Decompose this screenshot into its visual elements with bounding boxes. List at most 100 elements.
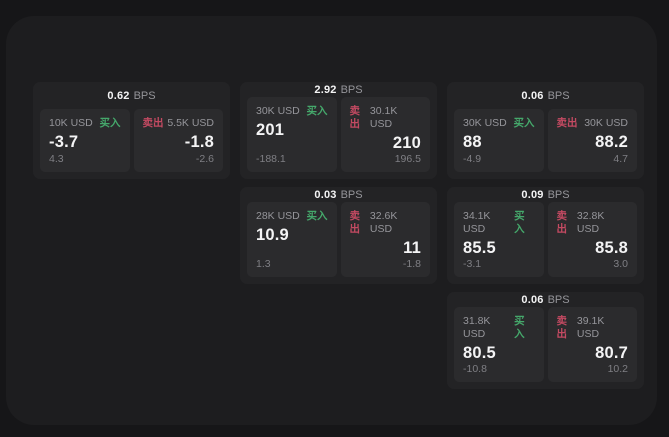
buy-price: 201 — [256, 121, 285, 139]
buy-amount: 34.1K USD — [463, 210, 491, 235]
card-body: 31.8K USD 买入 80.5 -10.8 卖出 39.1K USD 80.… — [454, 307, 637, 382]
sell-amount: 32.6K USD — [369, 210, 398, 235]
sell-side-badge: 卖出 — [556, 315, 568, 340]
sell-amount: 30.1K USD — [369, 105, 398, 130]
sell-side-badge: 卖出 — [349, 210, 361, 235]
sell-price: 210 — [392, 134, 421, 152]
sell-amount: 32.8K USD — [576, 210, 605, 235]
sell-side-badge: 卖出 — [556, 210, 568, 235]
buy-tile-header: 30K USD 买入 — [463, 117, 535, 130]
sell-delta: 4.7 — [613, 153, 628, 165]
sell-price: 80.7 — [595, 344, 628, 362]
buy-price: 10.9 — [256, 226, 289, 244]
quote-card: 2.92 BPS 30K USD 买入 201 -188.1 卖出 30.1K … — [240, 82, 437, 179]
quote-card-grid: 0.62 BPS 10K USD 买入 -3.7 4.3 卖出 5.5K USD… — [33, 82, 644, 389]
quote-card: 0.03 BPS 28K USD 买入 10.9 1.3 卖出 32.6K US… — [240, 187, 437, 284]
sell-tile[interactable]: 卖出 39.1K USD 80.7 10.2 — [547, 307, 637, 382]
sell-side-badge: 卖出 — [349, 105, 361, 130]
buy-amount: 30K USD — [463, 117, 507, 129]
sell-tile-header: 卖出 5.5K USD — [143, 117, 215, 130]
sell-tile-header: 卖出 30K USD — [557, 117, 629, 130]
buy-side-badge: 买入 — [306, 210, 328, 222]
sell-price: 85.8 — [595, 239, 628, 257]
sell-delta: -2.6 — [195, 153, 214, 165]
card-body: 30K USD 买入 201 -188.1 卖出 30.1K USD 210 1… — [247, 97, 430, 172]
buy-delta: 1.3 — [256, 258, 271, 270]
bps-unit-label: BPS — [547, 89, 570, 102]
buy-price: 85.5 — [463, 239, 496, 257]
buy-tile-header: 28K USD 买入 — [256, 210, 328, 223]
card-body: 30K USD 买入 88 -4.9 卖出 30K USD 88.2 4.7 — [454, 109, 637, 172]
buy-tile-header: 31.8K USD 买入 — [463, 315, 535, 341]
bps-spread-value: 0.03 — [314, 188, 337, 201]
quote-card: 0.09 BPS 34.1K USD 买入 85.5 -3.1 卖出 32.8K… — [447, 187, 644, 284]
sell-price: -1.8 — [184, 133, 214, 151]
buy-side-badge: 买入 — [306, 105, 328, 117]
bps-spread-value: 0.06 — [521, 89, 544, 102]
quote-card: 0.06 BPS 30K USD 买入 88 -4.9 卖出 30K USD 8… — [447, 82, 644, 179]
card-body: 10K USD 买入 -3.7 4.3 卖出 5.5K USD -1.8 -2.… — [40, 109, 223, 172]
buy-tile[interactable]: 28K USD 买入 10.9 1.3 — [247, 202, 337, 277]
buy-tile-header: 30K USD 买入 — [256, 105, 328, 118]
buy-delta: -4.9 — [463, 153, 482, 165]
buy-price: 88 — [463, 133, 482, 151]
sell-tile[interactable]: 卖出 30K USD 88.2 4.7 — [547, 109, 637, 172]
buy-delta: -10.8 — [463, 363, 487, 375]
sell-tile-header: 卖出 32.6K USD — [350, 210, 422, 236]
quote-card: 0.06 BPS 31.8K USD 买入 80.5 -10.8 卖出 39.1… — [447, 292, 644, 389]
bps-unit-label: BPS — [547, 188, 570, 201]
sell-price: 88.2 — [595, 133, 628, 151]
bps-spread-value: 0.62 — [107, 89, 130, 102]
bps-spread-value: 0.09 — [521, 188, 544, 201]
bps-spread-value: 0.06 — [521, 293, 544, 306]
sell-tile-header: 卖出 32.8K USD — [557, 210, 629, 236]
card-body: 34.1K USD 买入 85.5 -3.1 卖出 32.8K USD 85.8… — [454, 202, 637, 277]
buy-tile-header: 10K USD 买入 — [49, 117, 121, 130]
buy-tile-header: 34.1K USD 买入 — [463, 210, 535, 236]
buy-amount: 10K USD — [49, 117, 93, 129]
bps-unit-label: BPS — [547, 293, 570, 306]
buy-price: 80.5 — [463, 344, 496, 362]
sell-amount: 30K USD — [584, 117, 628, 129]
sell-tile[interactable]: 卖出 5.5K USD -1.8 -2.6 — [133, 109, 223, 172]
buy-delta: 4.3 — [49, 153, 64, 165]
sell-delta: -1.8 — [402, 258, 421, 270]
buy-tile[interactable]: 30K USD 买入 201 -188.1 — [247, 97, 337, 172]
card-body: 28K USD 买入 10.9 1.3 卖出 32.6K USD 11 -1.8 — [247, 202, 430, 277]
card-header: 0.09 BPS — [447, 187, 644, 202]
buy-amount: 31.8K USD — [463, 315, 491, 340]
buy-amount: 30K USD — [256, 105, 300, 117]
buy-side-badge: 买入 — [99, 117, 121, 129]
buy-tile[interactable]: 34.1K USD 买入 85.5 -3.1 — [454, 202, 544, 277]
bps-unit-label: BPS — [133, 89, 156, 102]
sell-delta: 3.0 — [613, 258, 628, 270]
buy-price: -3.7 — [49, 133, 79, 151]
buy-amount: 28K USD — [256, 210, 300, 222]
buy-tile[interactable]: 10K USD 买入 -3.7 4.3 — [40, 109, 130, 172]
sell-delta: 10.2 — [607, 363, 628, 375]
buy-delta: -188.1 — [256, 153, 286, 165]
sell-amount: 5.5K USD — [167, 117, 214, 129]
sell-side-badge: 卖出 — [142, 117, 164, 129]
sell-tile-header: 卖出 39.1K USD — [557, 315, 629, 341]
buy-tile[interactable]: 31.8K USD 买入 80.5 -10.8 — [454, 307, 544, 382]
sell-tile[interactable]: 卖出 32.8K USD 85.8 3.0 — [547, 202, 637, 277]
sell-amount: 39.1K USD — [576, 315, 605, 340]
card-header: 0.03 BPS — [240, 187, 437, 202]
buy-side-badge: 买入 — [514, 210, 525, 235]
buy-side-badge: 买入 — [514, 315, 525, 340]
sell-tile[interactable]: 卖出 32.6K USD 11 -1.8 — [340, 202, 430, 277]
bps-spread-value: 2.92 — [314, 83, 337, 96]
sell-side-badge: 卖出 — [556, 117, 578, 129]
bps-unit-label: BPS — [340, 188, 363, 201]
card-header: 0.06 BPS — [447, 292, 644, 307]
sell-tile[interactable]: 卖出 30.1K USD 210 196.5 — [340, 97, 430, 172]
quote-card: 0.62 BPS 10K USD 买入 -3.7 4.3 卖出 5.5K USD… — [33, 82, 230, 179]
sell-tile-header: 卖出 30.1K USD — [350, 105, 422, 131]
card-header: 2.92 BPS — [240, 82, 437, 97]
sell-price: 11 — [403, 239, 421, 257]
card-header: 0.62 BPS — [33, 82, 230, 109]
bps-unit-label: BPS — [340, 83, 363, 96]
sell-delta: 196.5 — [394, 153, 421, 165]
buy-tile[interactable]: 30K USD 买入 88 -4.9 — [454, 109, 544, 172]
